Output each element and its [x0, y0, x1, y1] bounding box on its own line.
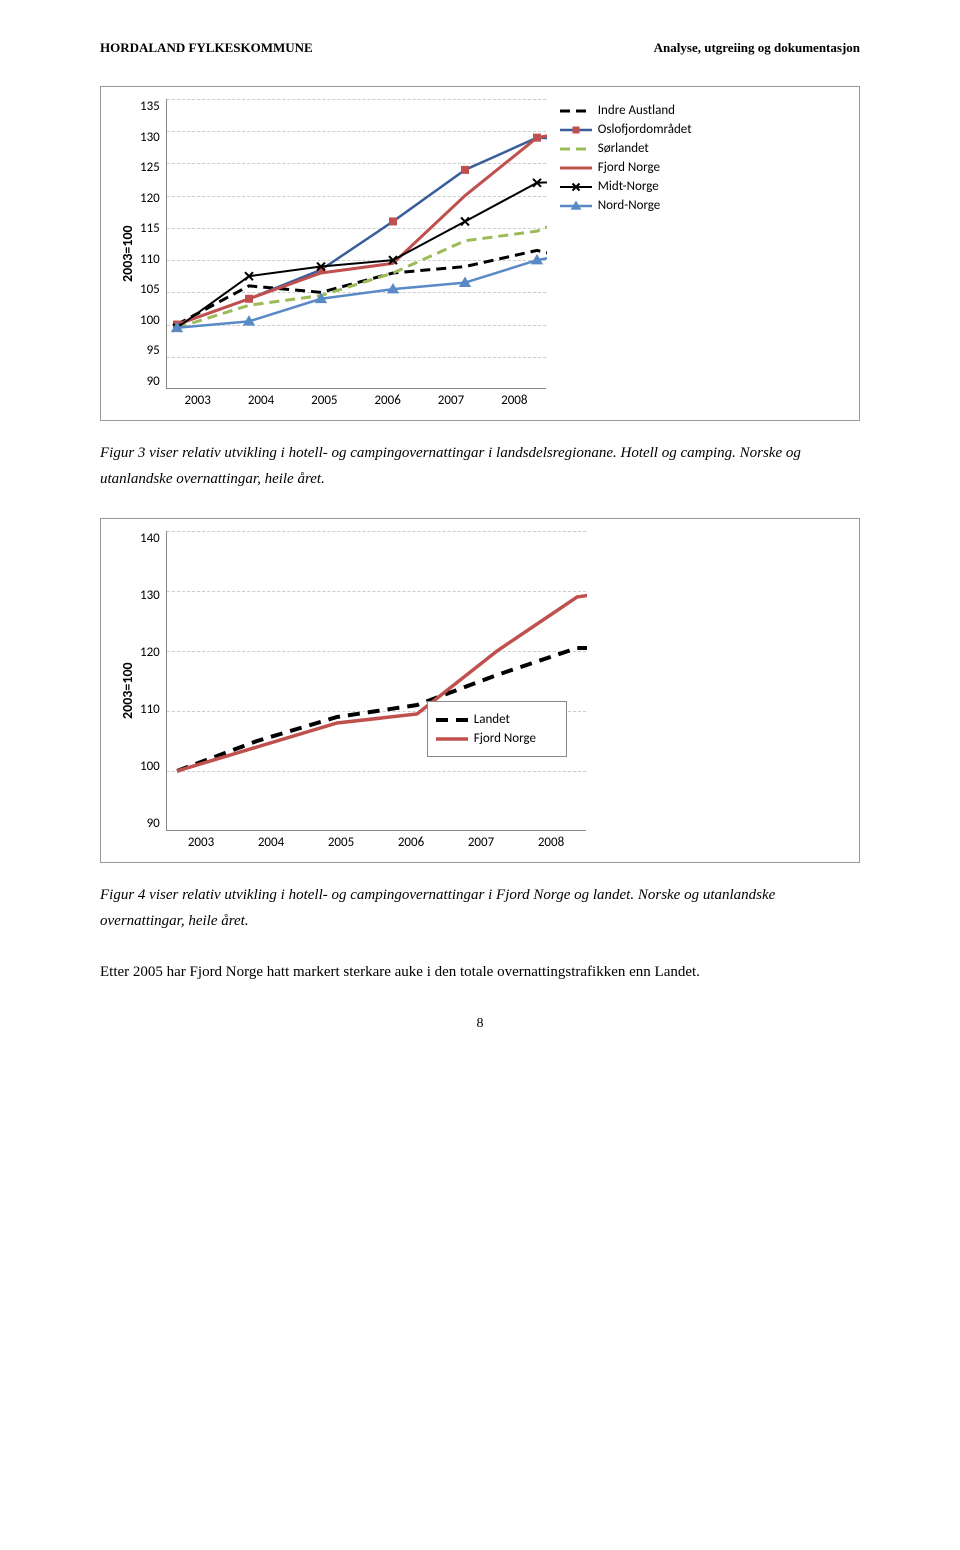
series-Oslofjordområdet	[177, 138, 547, 325]
legend-swatch	[560, 123, 592, 137]
y-tick: 105	[140, 282, 160, 297]
x-tick: 2007	[419, 393, 482, 408]
y-tick: 110	[140, 252, 160, 267]
x-tick: 2004	[229, 393, 292, 408]
header-right: Analyse, utgreiing og dokumentasjon	[654, 40, 860, 56]
legend-item: Landet	[436, 712, 558, 727]
legend-swatch	[560, 104, 592, 118]
header-left: HORDALAND FYLKESKOMMUNE	[100, 40, 313, 56]
chart1-svg	[167, 99, 547, 389]
series-Fjord Norge	[177, 125, 547, 325]
x-tick: 2004	[236, 835, 306, 850]
legend-label: Sørlandet	[598, 141, 649, 156]
chart2-y-ticks: 140 130 120 110 100 90	[140, 531, 166, 831]
chart2-x-ticks: 200320042005200620072008	[166, 835, 586, 850]
chart-1: 2003=100 135 130 125 120 115 110 105 100 95 90 In…	[100, 86, 860, 421]
legend-swatch	[436, 732, 468, 746]
x-tick: 2005	[306, 835, 376, 850]
chart1-x-ticks: 200320042005200620072008	[166, 393, 546, 408]
legend-swatch	[560, 142, 592, 156]
y-tick: 90	[140, 374, 160, 389]
y-tick: 130	[140, 130, 160, 145]
y-tick: 140	[140, 531, 160, 546]
chart-2: 2003=100 140 130 120 110 100 90 Landet Fjord N…	[100, 518, 860, 863]
y-tick: 100	[140, 759, 160, 774]
x-tick: 2003	[166, 393, 229, 408]
x-tick: 2006	[376, 835, 446, 850]
figure-3-caption: Figur 3 viser relativ utvikling i hotell…	[100, 441, 860, 492]
y-tick: 120	[140, 645, 160, 660]
legend-item: Nord-Norge	[560, 198, 692, 213]
chart2-legend: Landet Fjord Norge	[427, 701, 567, 757]
body-paragraph: Etter 2005 har Fjord Norge hatt markert …	[100, 960, 860, 986]
y-tick: 95	[140, 343, 160, 358]
legend-item: Fjord Norge	[436, 731, 558, 746]
chart1-ylabel: 2003=100	[115, 99, 140, 408]
legend-swatch	[436, 713, 468, 727]
x-tick: 2008	[516, 835, 586, 850]
y-tick: 135	[140, 99, 160, 114]
page-header: HORDALAND FYLKESKOMMUNE Analyse, utgreii…	[100, 40, 860, 56]
y-tick: 120	[140, 191, 160, 206]
legend-label: Oslofjordområdet	[598, 122, 692, 137]
legend-label: Fjord Norge	[474, 731, 536, 746]
legend-swatch	[560, 199, 592, 213]
chart1-plot	[166, 99, 546, 389]
series-Sørlandet	[177, 202, 547, 328]
legend-label: Landet	[474, 712, 510, 727]
y-tick: 125	[140, 160, 160, 175]
y-tick: 130	[140, 588, 160, 603]
page: HORDALAND FYLKESKOMMUNE Analyse, utgreii…	[0, 0, 960, 1072]
legend-item: Oslofjordområdet	[560, 122, 692, 137]
legend-swatch	[560, 180, 592, 194]
legend-label: Nord-Norge	[598, 198, 661, 213]
legend-item: Indre Austland	[560, 103, 692, 118]
legend-item: Midt-Norge	[560, 179, 692, 194]
y-tick: 90	[140, 816, 160, 831]
y-tick: 115	[140, 221, 160, 236]
x-tick: 2005	[293, 393, 356, 408]
chart1-y-ticks: 135 130 125 120 115 110 105 100 95 90	[140, 99, 166, 389]
legend-label: Fjord Norge	[598, 160, 660, 175]
legend-swatch	[560, 161, 592, 175]
x-tick: 2003	[166, 835, 236, 850]
y-tick: 100	[140, 313, 160, 328]
page-number: 8	[100, 1016, 860, 1032]
chart2-svg	[167, 531, 587, 831]
chart2-plot: Landet Fjord Norge	[166, 531, 586, 831]
y-tick: 110	[140, 702, 160, 717]
legend-label: Midt-Norge	[598, 179, 659, 194]
x-tick: 2007	[446, 835, 516, 850]
x-tick: 2008	[483, 393, 546, 408]
legend-label: Indre Austland	[598, 103, 675, 118]
chart2-ylabel: 2003=100	[115, 531, 140, 850]
chart1-legend: Indre Austland Oslofjordområdet Sørlandet F…	[546, 99, 692, 217]
x-tick: 2006	[356, 393, 419, 408]
figure-4-caption: Figur 4 viser relativ utvikling i hotell…	[100, 883, 860, 934]
legend-item: Fjord Norge	[560, 160, 692, 175]
legend-item: Sørlandet	[560, 141, 692, 156]
